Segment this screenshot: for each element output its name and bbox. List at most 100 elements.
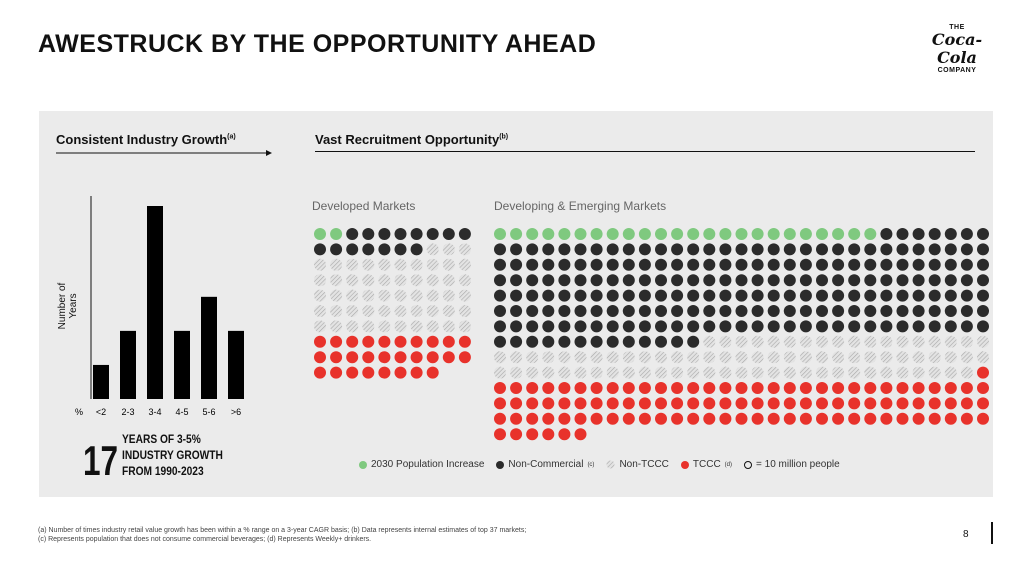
emerging-dot-black bbox=[880, 243, 893, 256]
emerging-dot-red bbox=[944, 382, 957, 394]
developed-dot-hatch bbox=[314, 289, 326, 302]
emerging-dot-green bbox=[864, 228, 877, 240]
emerging-dot-black bbox=[864, 289, 877, 302]
emerging-dot-black bbox=[977, 289, 989, 302]
emerging-dot-black bbox=[510, 258, 523, 271]
developed-dot-red bbox=[394, 351, 407, 364]
emerging-dot-black bbox=[896, 289, 909, 302]
developed-dot-black bbox=[394, 243, 407, 256]
emerging-dot-black bbox=[494, 289, 506, 302]
emerging-dot-hatch bbox=[735, 335, 748, 348]
emerging-dot-black bbox=[638, 258, 651, 271]
developed-dot-hatch bbox=[426, 305, 439, 317]
emerging-dot-black bbox=[977, 228, 989, 240]
emerging-dot-red bbox=[977, 382, 989, 394]
emerging-dot-black bbox=[735, 243, 748, 256]
emerging-dot-hatch bbox=[816, 351, 828, 364]
recruitment-heading: Vast Recruitment Opportunity(b) bbox=[315, 132, 509, 147]
emerging-dot-hatch bbox=[719, 335, 732, 348]
emerging-dot-red bbox=[671, 397, 684, 410]
emerging-dot-black bbox=[848, 274, 861, 287]
emerging-dot-black bbox=[896, 228, 909, 240]
emerging-dot-hatch bbox=[606, 351, 619, 364]
emerging-dot-hatch bbox=[944, 351, 957, 364]
emerging-dot-black bbox=[751, 320, 764, 333]
developed-dot-hatch bbox=[378, 274, 391, 287]
emerging-dot-hatch bbox=[960, 335, 973, 348]
emerging-dot-red bbox=[816, 397, 828, 410]
emerging-dot-hatch bbox=[816, 366, 828, 379]
emerging-dot-black bbox=[848, 258, 861, 271]
emerging-dot-black bbox=[816, 243, 828, 256]
emerging-dot-black bbox=[816, 320, 828, 333]
emerging-dot-black bbox=[912, 274, 925, 287]
emerging-dot-red bbox=[494, 412, 506, 425]
emerging-dot-black bbox=[671, 243, 684, 256]
emerging-dot-black bbox=[638, 243, 651, 256]
emerging-dot-black bbox=[735, 320, 748, 333]
population-waffle-chart bbox=[314, 228, 989, 441]
developed-dot-red bbox=[346, 366, 359, 379]
emerging-dot-red bbox=[655, 382, 667, 394]
emerging-dot-black bbox=[655, 320, 667, 333]
emerging-dot-black bbox=[783, 305, 796, 317]
emerging-dot-black bbox=[977, 320, 989, 333]
tick-label-5: >6 bbox=[231, 407, 241, 417]
emerging-dot-black bbox=[671, 289, 684, 302]
emerging-dot-black bbox=[703, 320, 716, 333]
emerging-dot-hatch bbox=[977, 351, 989, 364]
emerging-dot-hatch bbox=[767, 335, 780, 348]
developed-dot-red bbox=[426, 335, 439, 348]
emerging-markets-label: Developing & Emerging Markets bbox=[494, 199, 667, 213]
emerging-dot-black bbox=[880, 320, 893, 333]
developed-dot-red bbox=[410, 366, 423, 379]
emerging-dot-black bbox=[783, 258, 796, 271]
emerging-dot-red bbox=[767, 412, 780, 425]
emerging-dot-red bbox=[880, 397, 893, 410]
emerging-dot-black bbox=[703, 289, 716, 302]
emerging-dot-red bbox=[880, 412, 893, 425]
emerging-dot-hatch bbox=[928, 335, 941, 348]
developed-dot-red bbox=[394, 335, 407, 348]
emerging-dot-hatch bbox=[751, 335, 764, 348]
emerging-dot-red bbox=[719, 412, 732, 425]
developed-dot-hatch bbox=[426, 274, 439, 287]
developed-dot-hatch bbox=[426, 243, 439, 256]
emerging-dot-hatch bbox=[799, 335, 812, 348]
developed-dot-hatch bbox=[394, 320, 407, 333]
emerging-dot-black bbox=[622, 243, 635, 256]
emerging-dot-green bbox=[816, 228, 828, 240]
emerging-dot-black bbox=[510, 243, 523, 256]
emerging-dot-red bbox=[638, 412, 651, 425]
emerging-dot-black bbox=[719, 305, 732, 317]
emerging-dot-black bbox=[977, 305, 989, 317]
emerging-dot-red bbox=[832, 412, 845, 425]
emerging-dot-black bbox=[590, 320, 603, 333]
emerging-dot-black bbox=[832, 274, 845, 287]
emerging-dot-red bbox=[864, 412, 877, 425]
developed-dot-red bbox=[410, 351, 423, 364]
emerging-dot-red bbox=[510, 412, 523, 425]
emerging-dot-black bbox=[590, 258, 603, 271]
emerging-dot-black bbox=[735, 289, 748, 302]
emerging-dot-black bbox=[719, 258, 732, 271]
emerging-dot-red bbox=[896, 382, 909, 394]
emerging-dot-black bbox=[944, 305, 957, 317]
emerging-dot-hatch bbox=[638, 366, 651, 379]
emerging-dot-hatch bbox=[960, 366, 973, 379]
emerging-dot-red bbox=[928, 397, 941, 410]
developed-dot-black bbox=[442, 228, 455, 240]
emerging-dot-hatch bbox=[510, 366, 523, 379]
emerging-dot-black bbox=[928, 305, 941, 317]
page-number: 8 bbox=[963, 529, 969, 540]
emerging-dot-hatch bbox=[510, 351, 523, 364]
emerging-dot-black bbox=[510, 305, 523, 317]
emerging-dot-black bbox=[767, 305, 780, 317]
emerging-dot-black bbox=[494, 305, 506, 317]
emerging-dot-hatch bbox=[703, 335, 716, 348]
emerging-dot-green bbox=[799, 228, 812, 240]
developed-dot-hatch bbox=[426, 258, 439, 271]
emerging-dot-red bbox=[638, 382, 651, 394]
outline-dot-icon bbox=[744, 460, 753, 469]
developed-dot-black bbox=[362, 243, 375, 256]
